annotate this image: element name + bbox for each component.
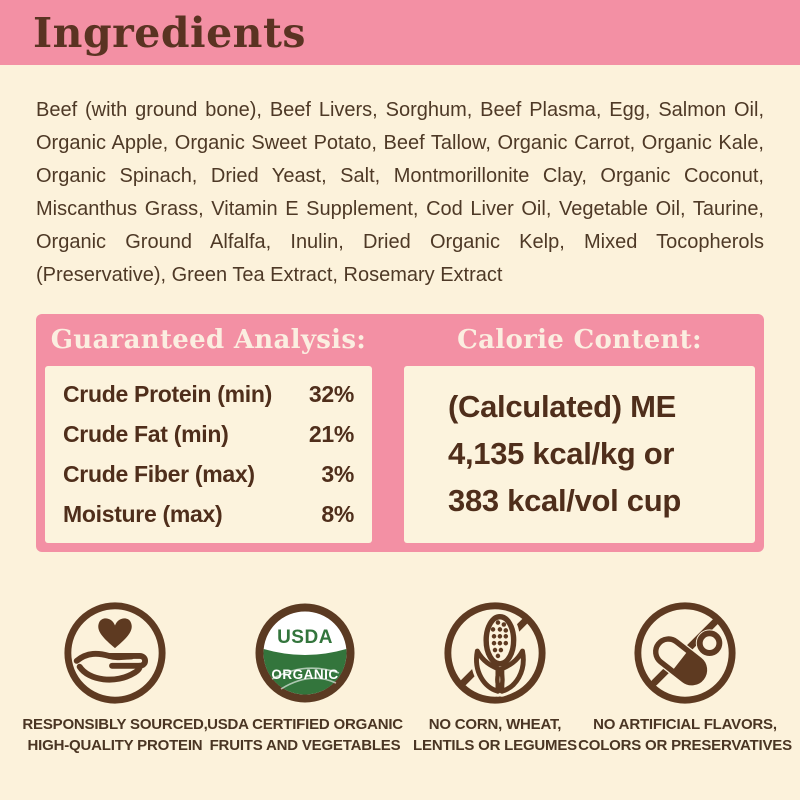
badge-no-artificial: NO ARTIFICIAL FLAVORS, COLORS OR PRESERV… bbox=[578, 598, 792, 756]
badges-row: RESPONSIBLY SOURCED, HIGH-QUALITY PROTEI… bbox=[0, 598, 800, 756]
row-value: 8% bbox=[321, 501, 354, 528]
badge-caption: NO CORN, WHEAT, LENTILS OR LEGUMES bbox=[413, 716, 577, 754]
row-label: Moisture (max) bbox=[63, 501, 223, 528]
box-headers: Guaranteed Analysis: Calorie Content: bbox=[45, 314, 755, 366]
badge-caption: RESPONSIBLY SOURCED, HIGH-QUALITY PROTEI… bbox=[22, 716, 208, 754]
no-artificial-additives-icon bbox=[631, 598, 739, 708]
table-row: Crude Protein (min) 32% bbox=[63, 381, 354, 408]
no-corn-icon bbox=[441, 598, 549, 708]
page-title: Ingredients bbox=[33, 9, 307, 57]
badge-caption: NO ARTIFICIAL FLAVORS, COLORS OR PRESERV… bbox=[578, 716, 792, 754]
guaranteed-analysis-table: Crude Protein (min) 32% Crude Fat (min) … bbox=[45, 366, 372, 543]
table-row: Crude Fiber (max) 3% bbox=[63, 461, 354, 488]
row-label: Crude Fat (min) bbox=[63, 420, 229, 447]
guaranteed-analysis-title: Guaranteed Analysis: bbox=[50, 325, 367, 355]
analysis-calorie-box: Guaranteed Analysis: Calorie Content: Cr… bbox=[36, 314, 764, 552]
calorie-line: 383 kcal/vol cup bbox=[448, 483, 681, 518]
usda-organic-seal-icon: USDA ORGANIC bbox=[255, 598, 355, 708]
calorie-content-title: Calorie Content: bbox=[457, 325, 702, 355]
seal-top-text: USDA bbox=[277, 627, 333, 648]
table-row: Moisture (max) 8% bbox=[63, 501, 354, 528]
row-value: 21% bbox=[308, 420, 354, 447]
title-band: Ingredients bbox=[0, 0, 800, 65]
row-label: Crude Protein (min) bbox=[63, 380, 272, 407]
badge-usda-organic: USDA ORGANIC USDA CERTIFIED ORGANIC FRUI… bbox=[207, 598, 403, 756]
calorie-line: (Calculated) ME bbox=[448, 389, 677, 424]
box-body: Crude Protein (min) 32% Crude Fat (min) … bbox=[45, 366, 755, 543]
hand-holding-heart-icon bbox=[61, 598, 169, 708]
table-row: Crude Fat (min) 21% bbox=[63, 421, 354, 448]
badge-no-corn: NO CORN, WHEAT, LENTILS OR LEGUMES bbox=[400, 598, 590, 756]
calorie-content-panel: (Calculated) ME 4,135 kcal/kg or 383 kca… bbox=[404, 366, 755, 543]
row-label: Crude Fiber (max) bbox=[63, 461, 255, 488]
badge-responsibly-sourced: RESPONSIBLY SOURCED, HIGH-QUALITY PROTEI… bbox=[20, 598, 210, 756]
row-value: 3% bbox=[321, 461, 354, 488]
badge-caption: USDA CERTIFIED ORGANIC FRUITS AND VEGETA… bbox=[207, 716, 403, 754]
calorie-line: 4,135 kcal/kg or bbox=[448, 436, 675, 471]
row-value: 32% bbox=[308, 380, 354, 407]
ingredients-paragraph: Beef (with ground bone), Beef Livers, So… bbox=[36, 99, 764, 286]
seal-bottom-text: ORGANIC bbox=[271, 667, 338, 682]
